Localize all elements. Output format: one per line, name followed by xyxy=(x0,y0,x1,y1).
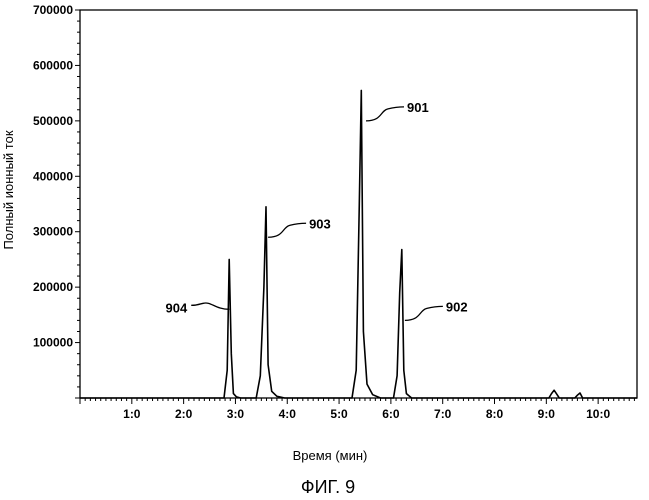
annotation-label-901: 901 xyxy=(407,100,429,115)
series-layer xyxy=(80,90,637,398)
annotation-leader-901 xyxy=(366,107,404,121)
x-tick-label: 9:0 xyxy=(538,407,556,421)
annotation-label-902: 902 xyxy=(446,299,468,314)
annotation-label-904: 904 xyxy=(166,300,188,315)
figure-caption: ФИГ. 9 xyxy=(301,477,355,497)
x-tick-label: 4:0 xyxy=(279,407,297,421)
x-tick-label: 2:0 xyxy=(175,407,193,421)
y-axis: 100000 200000 300000 400000 500000 600000 7000… xyxy=(33,3,80,398)
y-tick-label: 600000 xyxy=(33,58,73,72)
y-tick-label: 400000 xyxy=(33,169,73,183)
y-tick-label: 300000 xyxy=(33,225,73,239)
x-tick-label: 8:0 xyxy=(486,407,504,421)
y-tick-label: 100000 xyxy=(33,336,73,350)
x-tick-label: 5:0 xyxy=(330,407,348,421)
x-axis-title: Время (мин) xyxy=(293,448,368,463)
annotation-leader-904 xyxy=(191,303,229,309)
annotation-label-903: 903 xyxy=(309,216,331,231)
chromatogram-trace-1 xyxy=(80,90,637,398)
annotation-layer: 901 902 903 904 xyxy=(166,100,468,321)
x-tick-label: 1:0 xyxy=(123,407,141,421)
y-tick-label: 500000 xyxy=(33,114,73,128)
x-axis: 1:0 2:0 3:0 4:0 5:0 6:0 7:0 8:0 9:0 10:0 xyxy=(80,398,634,421)
x-tick-label: 10:0 xyxy=(586,407,610,421)
y-axis-title: Полный ионный ток xyxy=(1,130,16,249)
x-tick-label: 3:0 xyxy=(227,407,245,421)
annotation-leader-903 xyxy=(268,223,306,237)
x-tick-label: 6:0 xyxy=(382,407,400,421)
x-tick-label: 7:0 xyxy=(434,407,452,421)
y-tick-label: 200000 xyxy=(33,280,73,294)
annotation-leader-902 xyxy=(405,306,443,320)
y-tick-label: 700000 xyxy=(33,3,73,17)
